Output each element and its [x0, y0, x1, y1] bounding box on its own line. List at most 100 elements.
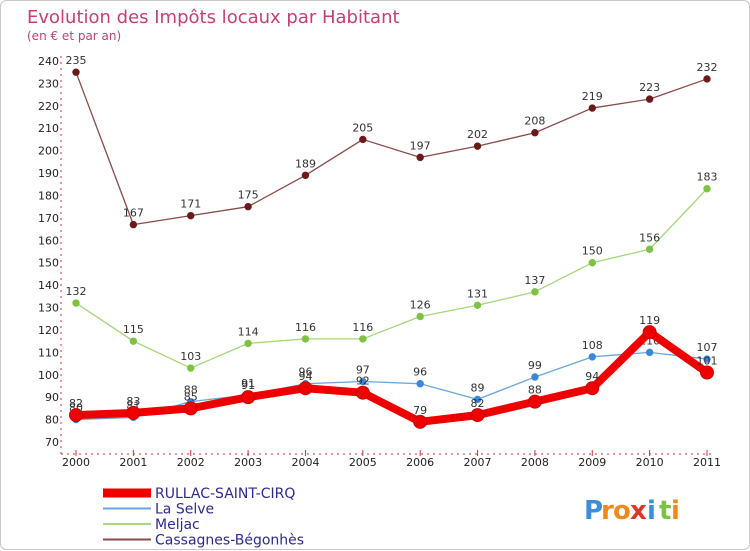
data-label: 108 [582, 339, 603, 352]
data-label: 126 [410, 298, 431, 311]
data-point [72, 299, 80, 307]
data-label: 94 [585, 370, 599, 383]
logo-letter: i [647, 496, 656, 526]
logo-letter: o [613, 496, 631, 526]
y-tick-label: 180 [38, 189, 59, 202]
data-label: 96 [413, 366, 427, 379]
y-tick-label: 130 [38, 302, 59, 315]
data-point [703, 355, 711, 363]
data-label: 156 [639, 231, 660, 244]
data-point [473, 301, 482, 309]
x-tick-label: 2009 [578, 456, 606, 469]
data-point [527, 394, 542, 409]
data-label: 219 [582, 90, 603, 103]
data-point [244, 202, 252, 211]
data-point [585, 381, 600, 396]
y-tick-label: 110 [38, 346, 59, 359]
data-point [355, 385, 370, 400]
data-label: 167 [123, 207, 144, 220]
data-label: 89 [471, 381, 485, 394]
data-point [187, 364, 195, 372]
data-label: 96 [298, 366, 312, 379]
y-tick-label: 120 [38, 324, 59, 337]
proxiti-logo: Pr o x i t i [584, 496, 680, 526]
data-point [69, 408, 83, 423]
data-point [642, 325, 657, 340]
data-label: 137 [524, 274, 545, 287]
y-tick-label: 160 [38, 234, 59, 247]
y-tick-label: 240 [38, 55, 59, 68]
series-cassagnes-b-gonh-s: 235 167 171 175 189 205 197 202 208 219 223 232 [66, 54, 718, 229]
x-tick-label: 2003 [234, 456, 262, 469]
axes: 7080901001101201301401501601701801902002… [38, 55, 721, 469]
logo-letter: x [630, 496, 647, 526]
data-label: 85 [184, 390, 198, 403]
data-point [645, 95, 654, 103]
data-label: 79 [413, 404, 427, 417]
data-label: 88 [528, 384, 542, 397]
data-label: 91 [241, 379, 255, 392]
data-label: 115 [123, 323, 144, 336]
x-tick-label: 2006 [406, 456, 434, 469]
data-label: 82 [69, 397, 83, 410]
y-tick-label: 150 [38, 257, 59, 270]
data-point [241, 390, 256, 405]
data-label: 183 [697, 171, 718, 184]
data-label: 82 [471, 397, 485, 410]
data-point [416, 380, 424, 388]
data-label: 202 [467, 128, 488, 141]
series-meljac: 132 115 103 114 116 116 126 131 137 150 156 183 [66, 171, 718, 372]
data-point [416, 312, 424, 321]
data-label: 107 [697, 341, 718, 354]
data-point [531, 129, 539, 137]
data-label: 131 [467, 287, 488, 300]
y-tick-label: 220 [38, 100, 59, 113]
data-label: 99 [528, 359, 542, 372]
data-label: 171 [180, 198, 201, 211]
data-point [473, 142, 482, 150]
data-label: 92 [356, 375, 370, 388]
data-point [183, 401, 198, 416]
legend-label: Cassagnes-Bégonhès [155, 533, 304, 549]
y-tick-label: 210 [38, 122, 59, 135]
logo-letter: r [601, 496, 614, 526]
chart-title: Evolution des Impôts locaux par Habitant [27, 7, 400, 28]
y-tick-label: 170 [38, 212, 59, 225]
data-label: 116 [295, 321, 316, 334]
logo-letter: P [584, 496, 603, 526]
data-point [703, 75, 711, 83]
data-point [588, 353, 596, 361]
series-line [75, 188, 708, 369]
chart-subtitle: (en € et par an) [27, 29, 121, 43]
data-label: 132 [66, 285, 87, 298]
x-tick-label: 2005 [349, 456, 377, 469]
legend-label: La Selve [155, 502, 214, 518]
y-tick-label: 80 [45, 414, 59, 427]
data-point [588, 259, 596, 267]
data-label: 223 [639, 81, 660, 94]
data-label: 189 [295, 157, 316, 170]
legend-label: Meljac [155, 517, 200, 533]
y-tick-label: 230 [38, 77, 59, 90]
data-point [126, 405, 141, 420]
x-tick-label: 2002 [177, 456, 205, 469]
data-point [531, 288, 539, 296]
data-point [645, 348, 654, 357]
y-tick-label: 70 [45, 436, 59, 449]
data-point [473, 395, 482, 404]
y-tick-label: 90 [45, 391, 59, 404]
data-label: 97 [356, 363, 370, 376]
legend-label: RULLAC-SAINT-CIRQ [155, 486, 295, 502]
data-point [531, 373, 539, 381]
series-line [72, 328, 711, 426]
data-label: 94 [298, 370, 312, 383]
x-tick-label: 2004 [291, 456, 319, 469]
data-point [359, 135, 367, 144]
data-point [700, 365, 714, 380]
data-label: 232 [697, 61, 718, 74]
data-label: 197 [410, 139, 431, 152]
data-point [359, 377, 367, 386]
data-point [703, 185, 711, 193]
data-point [129, 337, 138, 345]
